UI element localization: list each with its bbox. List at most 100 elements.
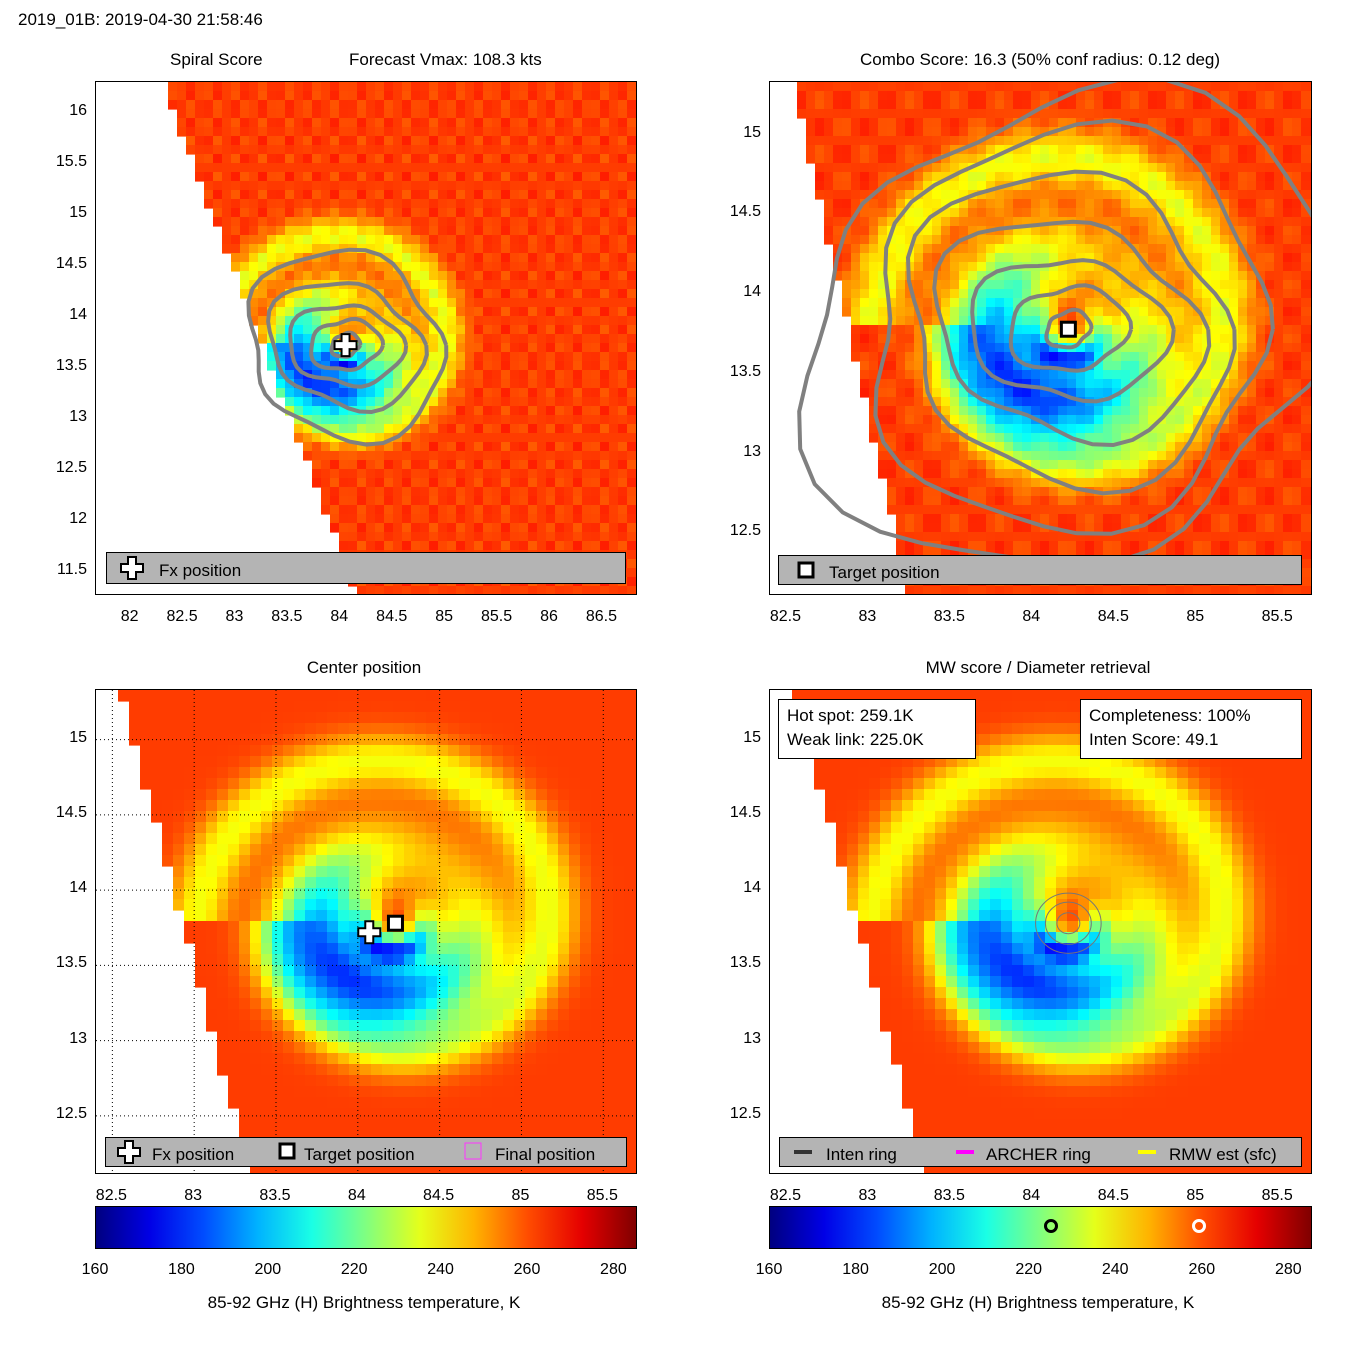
colorbar-tick-label: 240 xyxy=(1101,1261,1129,1278)
y-tick-label: 15 xyxy=(743,728,761,746)
colorbar-tick-label: 280 xyxy=(600,1261,627,1278)
x-tick-label: 85 xyxy=(1186,608,1205,625)
center-position-svg xyxy=(96,690,636,1173)
y-tick-label: 14.5 xyxy=(55,254,87,272)
inten-rings xyxy=(1035,892,1102,954)
y-tick-label: 14 xyxy=(743,879,761,897)
combo-score-svg xyxy=(797,82,1311,594)
plus-icon xyxy=(117,1140,141,1164)
x-tick-label: 84.5 xyxy=(1097,1187,1129,1204)
x-tick-label: 82.5 xyxy=(95,1187,127,1204)
y-tick-label: 12.5 xyxy=(55,458,87,476)
x-tick-label: 83.5 xyxy=(933,1187,965,1204)
y-tick-label: 13 xyxy=(69,407,87,425)
legend-final-position: Final position xyxy=(495,1145,596,1164)
x-tick-label: 84 xyxy=(1022,608,1041,625)
colorbar-tick-label: 200 xyxy=(928,1261,956,1278)
contour-lines xyxy=(797,82,1311,567)
y-tick-label: 13.5 xyxy=(729,954,761,972)
y-tick-label: 13 xyxy=(743,442,761,460)
x-tick-label: 82.5 xyxy=(769,1187,801,1204)
x-tick-label: 85.5 xyxy=(586,1187,618,1204)
y-tick-label: 15.5 xyxy=(55,152,87,170)
hot-spot-box: Hot spot: 259.1K Weak link: 225.0K xyxy=(778,699,976,759)
legend-inten-ring: Inten ring xyxy=(826,1145,897,1164)
legend-rmw-est: RMW est (sfc) xyxy=(1169,1145,1277,1164)
center-position-plot: Fx position Target position Final positi… xyxy=(95,689,637,1174)
mw-title: MW score / Diameter retrieval xyxy=(925,658,1151,677)
fx-position-marker xyxy=(357,920,382,945)
x-tick-label: 82.5 xyxy=(769,608,801,625)
mw-legend: Inten ring ARCHER ring RMW est (sfc) xyxy=(779,1137,1302,1167)
y-tick-label: 12.5 xyxy=(729,1104,761,1122)
y-tick-label: 11.5 xyxy=(57,560,87,578)
x-tick-label: 85.5 xyxy=(1261,608,1293,625)
y-tick-label: 14 xyxy=(69,305,87,323)
page-title: 2019_01B: 2019-04-30 21:58:46 xyxy=(18,10,263,29)
y-tick-label: 14 xyxy=(743,283,761,301)
x-tick-label: 83 xyxy=(858,1187,877,1204)
x-tick-label: 82.5 xyxy=(166,608,198,625)
colorbar-tick-label: 200 xyxy=(254,1261,282,1278)
colorbar-tick-label: 260 xyxy=(1188,1261,1216,1278)
x-tick-label: 83 xyxy=(858,608,877,625)
square-icon xyxy=(797,561,815,579)
combo-score-plot: Target position xyxy=(769,81,1312,595)
x-tick-label: 83.5 xyxy=(259,1187,291,1204)
x-tick-label: 82 xyxy=(120,608,139,625)
y-tick-label: 14.5 xyxy=(55,803,87,821)
x-tick-label: 83 xyxy=(184,1187,203,1204)
y-tick-label: 14.5 xyxy=(729,203,761,221)
colorbar-right xyxy=(769,1206,1312,1249)
x-tick-label: 85.5 xyxy=(1261,1187,1293,1204)
y-tick-label: 14 xyxy=(69,879,87,897)
center-title: Center position xyxy=(306,658,422,677)
colorbar-tick-label: 280 xyxy=(1275,1261,1302,1278)
colorbar-tick-label: 160 xyxy=(755,1261,783,1278)
y-tick-label: 12.5 xyxy=(55,1104,87,1122)
final-square-icon xyxy=(464,1142,482,1160)
spiral-score-svg xyxy=(168,82,636,594)
colorbar-tick-label: 240 xyxy=(427,1261,454,1278)
spiral-legend: Fx position xyxy=(106,552,626,584)
x-tick-label: 83.5 xyxy=(271,608,303,625)
heatmap-cells xyxy=(792,690,1311,1173)
legend-target-position: Target position xyxy=(304,1145,415,1164)
y-tick-label: 13.5 xyxy=(55,954,87,972)
legend-archer-ring: ARCHER ring xyxy=(986,1145,1091,1164)
x-tick-label: 84 xyxy=(330,608,349,625)
weak-link-marker xyxy=(1044,1219,1059,1233)
completeness-box: Completeness: 100% Inten Score: 49.1 xyxy=(1080,699,1302,759)
y-tick-label: 12 xyxy=(69,509,87,527)
y-tick-label: 15 xyxy=(69,203,87,221)
fx-position-marker xyxy=(333,333,358,358)
x-tick-label: 83 xyxy=(225,608,244,625)
y-tick-label: 13.5 xyxy=(55,356,87,374)
colorbar-right-label: 85-92 GHz (H) Brightness temperature, K xyxy=(881,1293,1195,1312)
x-tick-label: 86 xyxy=(540,608,558,625)
y-tick-label: 15 xyxy=(69,728,87,746)
y-tick-label: 12.5 xyxy=(729,522,761,540)
colorbar-left xyxy=(95,1206,637,1249)
y-tick-label: 14.5 xyxy=(729,803,761,821)
rmw-swatch xyxy=(1138,1150,1156,1154)
target-position-marker xyxy=(386,914,404,932)
x-tick-label: 84.5 xyxy=(376,608,408,625)
gridlines xyxy=(96,690,636,1173)
x-tick-label: 86.5 xyxy=(585,608,618,625)
x-tick-label: 85.5 xyxy=(481,608,513,625)
archer-ring-swatch xyxy=(956,1150,974,1154)
spiral-title: Spiral Score xyxy=(170,50,263,69)
x-tick-label: 85 xyxy=(1186,1187,1205,1204)
heatmap-cells xyxy=(118,690,636,1173)
center-legend: Fx position Target position Final positi… xyxy=(105,1137,627,1167)
legend-fx-position: Fx position xyxy=(152,1145,235,1164)
weak-link-text: Weak link: 225.0K xyxy=(787,730,924,749)
x-tick-label: 85 xyxy=(435,608,454,625)
completeness-text: Completeness: 100% xyxy=(1089,706,1251,725)
contour-lines xyxy=(246,247,449,447)
hot-spot-text: Hot spot: 259.1K xyxy=(787,706,914,725)
y-tick-label: 15 xyxy=(743,123,761,141)
inten-ring-swatch xyxy=(794,1150,812,1154)
combo-legend: Target position xyxy=(778,555,1302,585)
